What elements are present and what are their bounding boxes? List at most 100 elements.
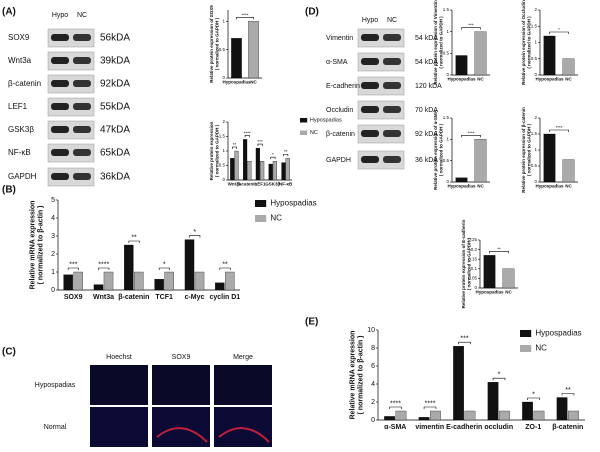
blot-strip bbox=[47, 28, 95, 48]
blot-header: Hypo bbox=[52, 12, 68, 19]
blot-band bbox=[51, 34, 69, 41]
y-tick-label: 0.5 bbox=[443, 158, 450, 163]
x-tick-label: ZO-1 bbox=[525, 424, 541, 431]
blot-size: 36 kDA bbox=[415, 157, 438, 164]
significance-label: **** bbox=[244, 130, 251, 135]
significance-label: **** bbox=[425, 400, 436, 407]
significance-bracket bbox=[549, 31, 569, 34]
bar bbox=[453, 346, 464, 421]
micrograph-signal bbox=[156, 427, 208, 443]
x-tick-label: SOX9 bbox=[64, 294, 83, 301]
bar bbox=[103, 271, 114, 291]
y-tick-label: 1 bbox=[446, 29, 449, 34]
bar bbox=[568, 410, 579, 421]
y-axis-label: Relative protein expression bbox=[209, 121, 214, 180]
blot-band bbox=[51, 80, 69, 87]
legend-label: Hypospadias bbox=[310, 118, 342, 124]
blot-band bbox=[51, 103, 69, 110]
blot-band bbox=[361, 34, 379, 41]
blot-band bbox=[383, 130, 401, 137]
blot-strip bbox=[47, 120, 95, 140]
bar bbox=[260, 160, 265, 181]
panel-label: (B) bbox=[2, 185, 16, 196]
micrograph bbox=[214, 407, 272, 447]
bar bbox=[285, 158, 290, 181]
y-axis-label: ( normalized to GAPDH ) bbox=[214, 17, 219, 70]
bar bbox=[384, 416, 395, 421]
y-tick-label: 1 bbox=[534, 147, 537, 152]
image-column: SOX9 bbox=[172, 354, 191, 361]
bar bbox=[234, 150, 239, 181]
blot-size: 54 kDA bbox=[415, 35, 438, 42]
y-tick-label: 1 bbox=[51, 269, 55, 276]
bar bbox=[63, 274, 73, 291]
blot-protein: β-catenin bbox=[8, 79, 41, 88]
y-tick-label: 2 bbox=[51, 251, 55, 258]
y-tick-label: 0 bbox=[446, 179, 449, 184]
blot-header: NC bbox=[387, 17, 397, 24]
blot-strip bbox=[357, 124, 405, 144]
blot-size: 54 kDA bbox=[415, 59, 438, 66]
significance-bracket bbox=[461, 27, 481, 30]
y-tick-label: 0.2 bbox=[471, 247, 478, 252]
y-tick-label: 0.5 bbox=[531, 163, 538, 168]
significance-label: * bbox=[163, 261, 166, 268]
significance-bracket bbox=[461, 135, 481, 138]
significance-bracket bbox=[527, 397, 540, 400]
blot-band bbox=[73, 126, 91, 133]
y-axis-label: Relative protein expression of β-catenin bbox=[521, 107, 526, 193]
significance-label: **** bbox=[467, 130, 474, 135]
y-tick-label: 1 bbox=[222, 19, 225, 24]
x-tick-label: β-catenin bbox=[237, 182, 257, 187]
blot-size: 39kDA bbox=[100, 56, 130, 67]
y-axis-label: Relative protein expression of E-cadheri… bbox=[461, 219, 466, 308]
y-axis-label: ( normalized to GAPDH ) bbox=[438, 16, 443, 69]
bar bbox=[243, 139, 248, 181]
significance-label: **** bbox=[555, 125, 562, 130]
blot-protein: LEF1 bbox=[8, 102, 28, 111]
bar bbox=[255, 147, 260, 181]
significance-bracket bbox=[492, 377, 506, 381]
y-tick-label: 0.05 bbox=[468, 276, 477, 281]
bar bbox=[543, 35, 556, 76]
significance-label: **** bbox=[241, 12, 248, 17]
y-tick-label: 1 bbox=[222, 148, 225, 153]
bar bbox=[562, 159, 575, 183]
significance-bracket bbox=[219, 267, 231, 270]
significance-label: *** bbox=[460, 336, 468, 343]
y-tick-label: 2 bbox=[534, 7, 537, 12]
blot-size: 70 kDA bbox=[415, 107, 438, 114]
bar bbox=[522, 401, 533, 421]
blot-band bbox=[51, 149, 69, 156]
blot-band bbox=[73, 103, 91, 110]
y-tick-label: 0 bbox=[222, 177, 225, 182]
blot-size: 65kDA bbox=[100, 148, 130, 159]
blot-band bbox=[361, 82, 379, 89]
blot-strip bbox=[357, 52, 405, 72]
significance-label: ** bbox=[497, 246, 501, 251]
significance-bracket bbox=[189, 235, 201, 238]
significance-label: *** bbox=[257, 139, 263, 144]
x-tick-label: vimentin bbox=[415, 424, 444, 431]
significance-bracket bbox=[389, 406, 402, 409]
bar bbox=[230, 158, 235, 181]
blot-size: 56kDA bbox=[100, 33, 130, 44]
significance-bracket bbox=[231, 146, 238, 149]
y-tick-label: 4 bbox=[371, 381, 375, 388]
significance-bracket bbox=[283, 153, 289, 157]
y-axis-label: ( normalized to GAPDH ) bbox=[526, 16, 531, 69]
bar bbox=[93, 284, 104, 291]
blot-band bbox=[51, 57, 69, 64]
bar bbox=[543, 133, 556, 183]
significance-bracket bbox=[270, 156, 276, 160]
significance-label: ** bbox=[222, 261, 228, 268]
significance-label: **** bbox=[390, 400, 401, 407]
y-tick-label: 0.25 bbox=[468, 237, 477, 242]
micrograph bbox=[214, 365, 272, 405]
x-tick-label: Hypospadias bbox=[535, 77, 564, 82]
blot-protein: β-catenin bbox=[326, 131, 355, 138]
y-tick-label: 0 bbox=[51, 287, 55, 294]
significance-label: *** bbox=[69, 261, 77, 268]
blot-protein: Occludin bbox=[326, 107, 353, 114]
